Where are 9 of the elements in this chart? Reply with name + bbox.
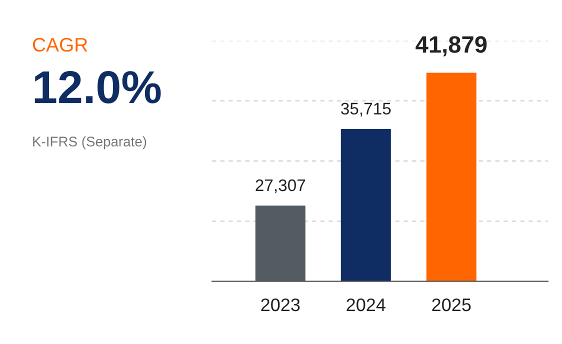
- x-tick-label: 2025: [432, 298, 471, 312]
- data-label: 41,879: [416, 36, 487, 56]
- x-tick-label: 2024: [346, 298, 386, 312]
- x-tick-label: 2023: [261, 298, 300, 312]
- text: CAGR: [32, 38, 88, 52]
- data-label: 27,307: [256, 179, 306, 194]
- text: 12.0%: [34, 71, 161, 104]
- text: K-IFRS (Separate): [33, 136, 146, 150]
- data-label: 35,715: [341, 102, 391, 117]
